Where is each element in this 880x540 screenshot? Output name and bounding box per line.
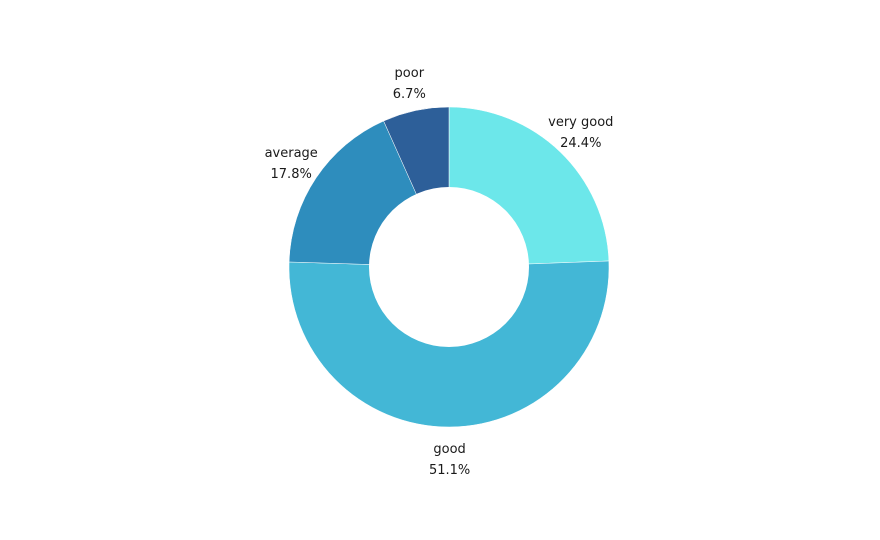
slice-value-label: 51.1% bbox=[429, 463, 470, 478]
labels-group: very good 24.4% good 51.1% average 17.8% poor 6… bbox=[265, 66, 614, 478]
slice-value-label: 6.7% bbox=[393, 87, 426, 102]
slice-value-label: 17.8% bbox=[271, 167, 312, 182]
slice-category-label: very good bbox=[548, 115, 613, 130]
donut-hole bbox=[369, 187, 529, 347]
slice-category-label: poor bbox=[395, 66, 425, 81]
slice-category-label: good bbox=[433, 442, 465, 457]
slice-category-label: average bbox=[265, 146, 318, 161]
slice-value-label: 24.4% bbox=[560, 136, 601, 151]
